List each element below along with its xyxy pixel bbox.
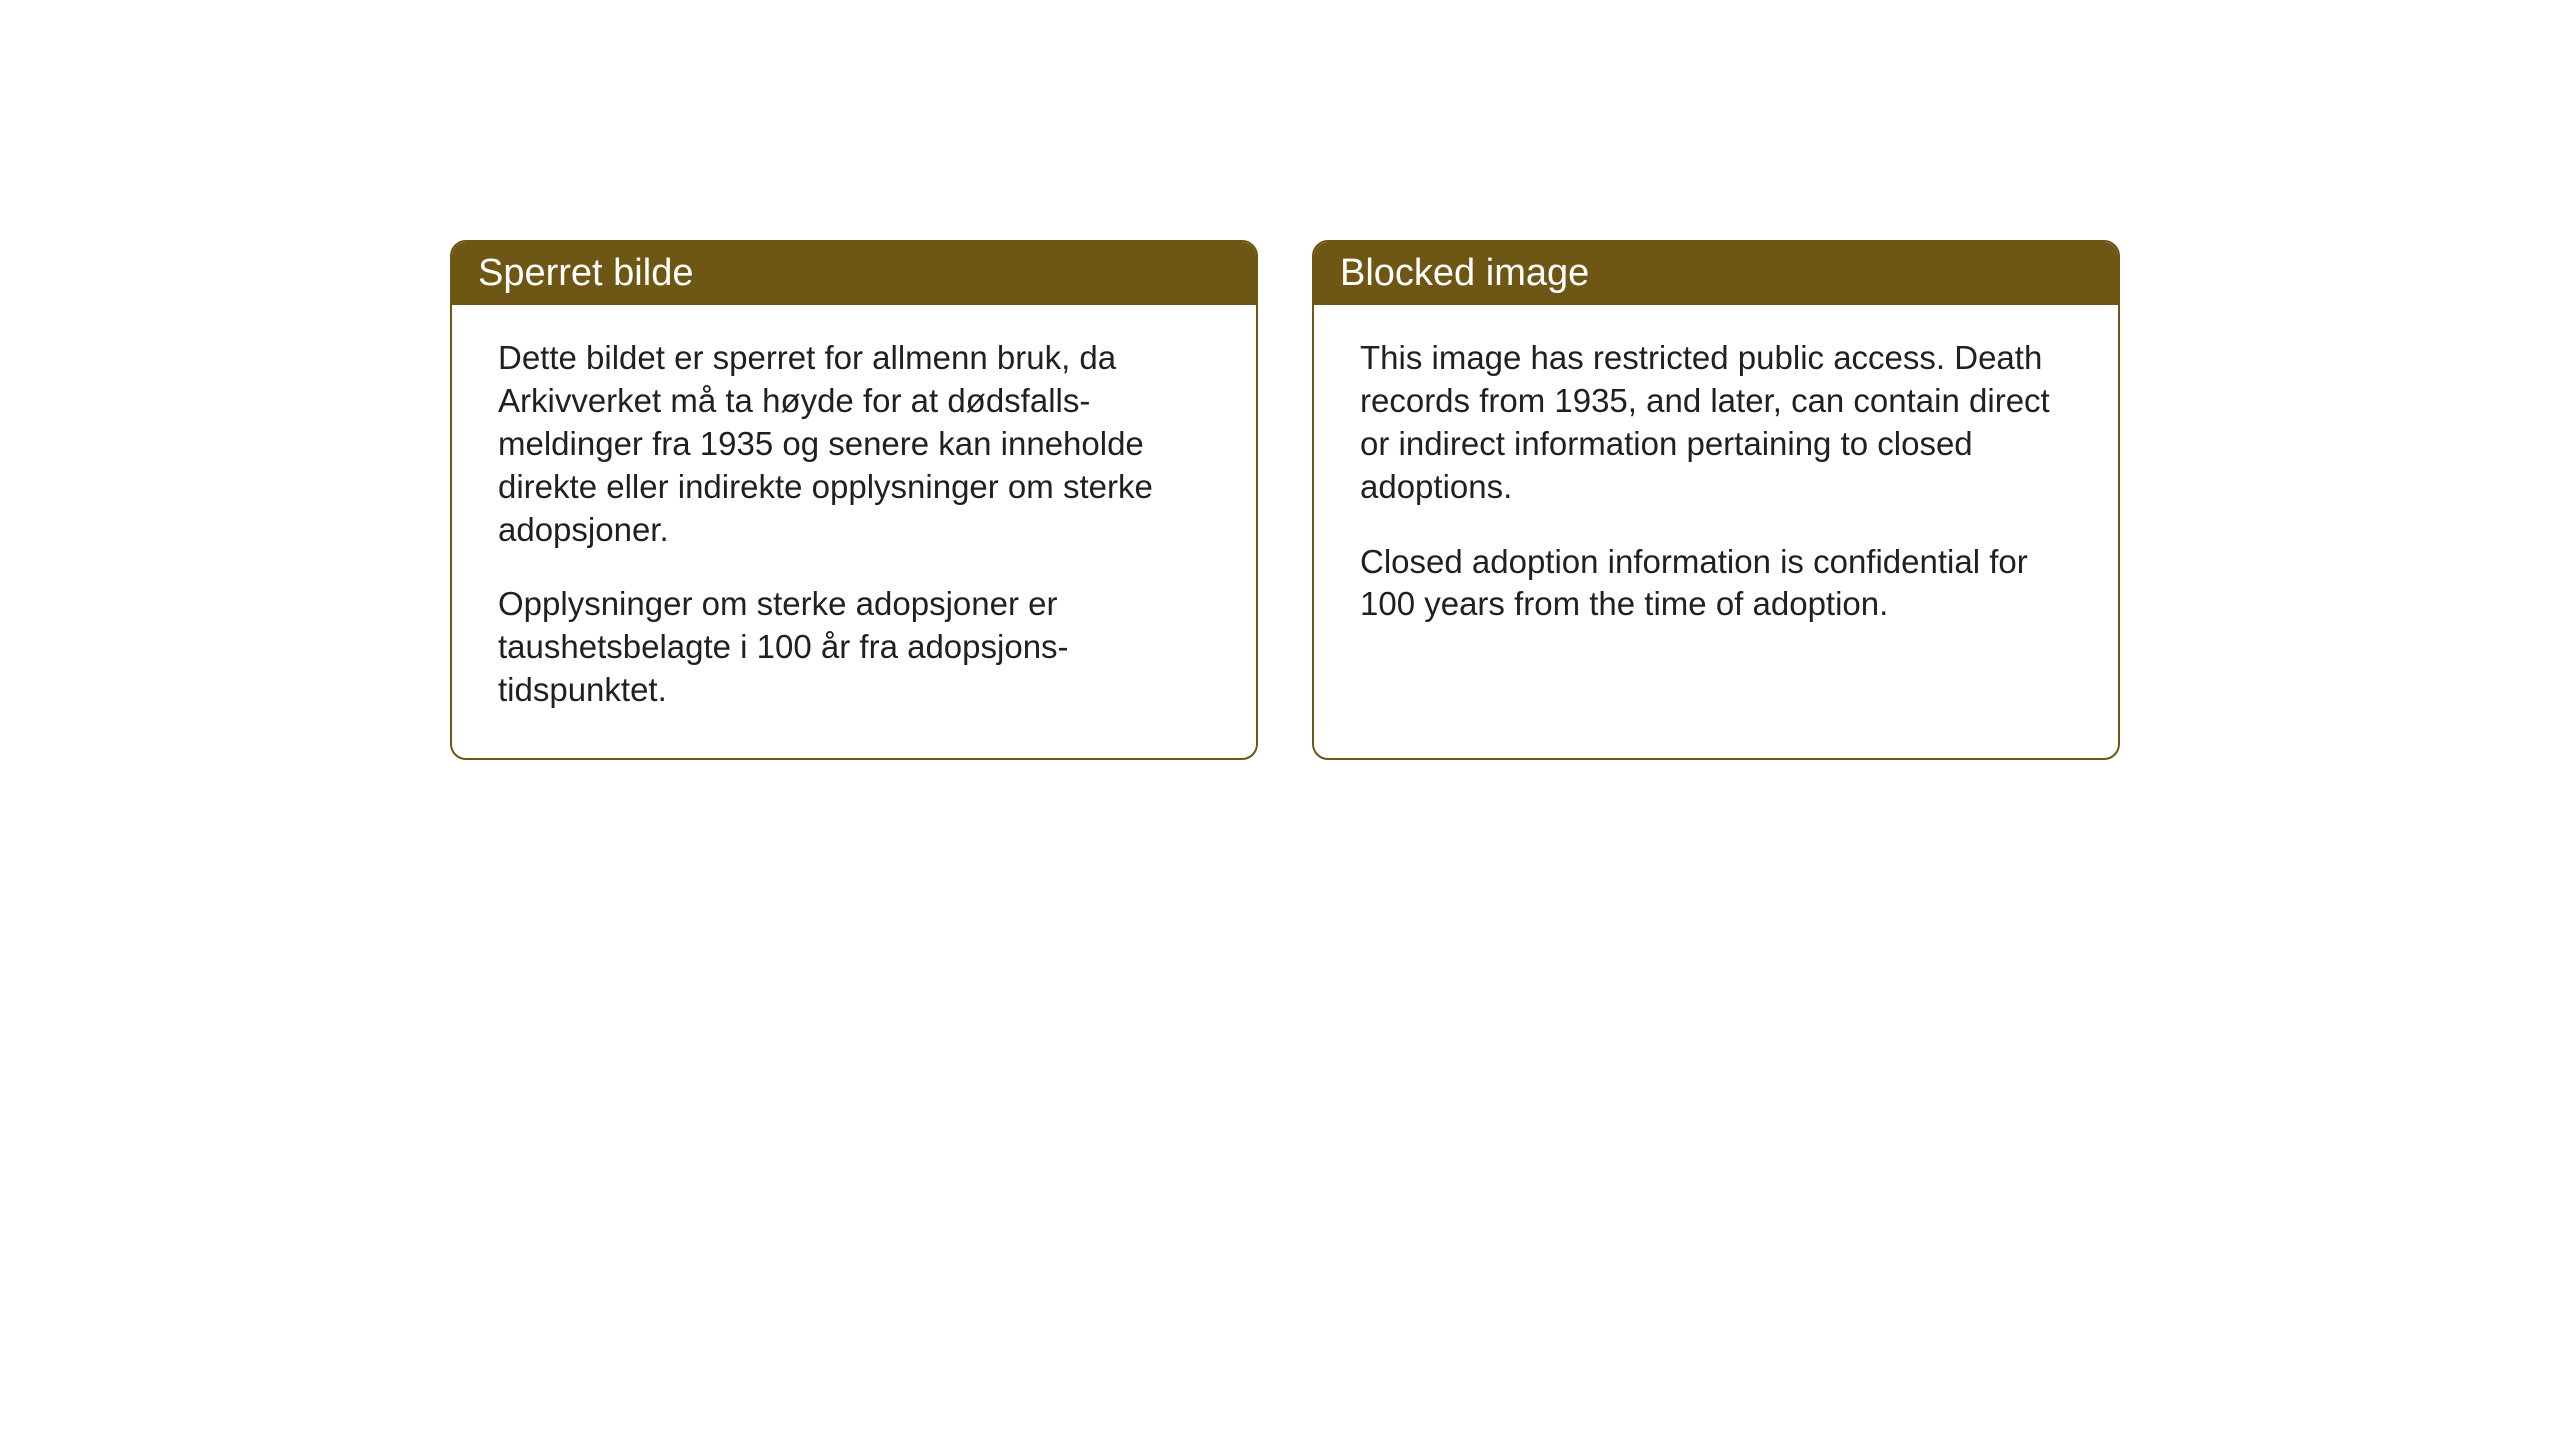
- card-title-norwegian: Sperret bilde: [478, 252, 693, 294]
- card-title-english: Blocked image: [1340, 252, 1589, 294]
- card-paragraph-norwegian-2: Opplysninger om sterke adopsjoner er tau…: [498, 583, 1210, 712]
- card-paragraph-norwegian-1: Dette bildet er sperret for allmenn bruk…: [498, 337, 1210, 551]
- card-body-english: This image has restricted public access.…: [1314, 305, 2118, 672]
- notice-card-english: Blocked image This image has restricted …: [1312, 240, 2120, 760]
- card-header-english: Blocked image: [1314, 242, 2118, 305]
- notice-cards-container: Sperret bilde Dette bildet er sperret fo…: [450, 240, 2120, 760]
- card-body-norwegian: Dette bildet er sperret for allmenn bruk…: [452, 305, 1256, 758]
- card-paragraph-english-2: Closed adoption information is confident…: [1360, 541, 2072, 627]
- notice-card-norwegian: Sperret bilde Dette bildet er sperret fo…: [450, 240, 1258, 760]
- card-paragraph-english-1: This image has restricted public access.…: [1360, 337, 2072, 509]
- card-header-norwegian: Sperret bilde: [452, 242, 1256, 305]
